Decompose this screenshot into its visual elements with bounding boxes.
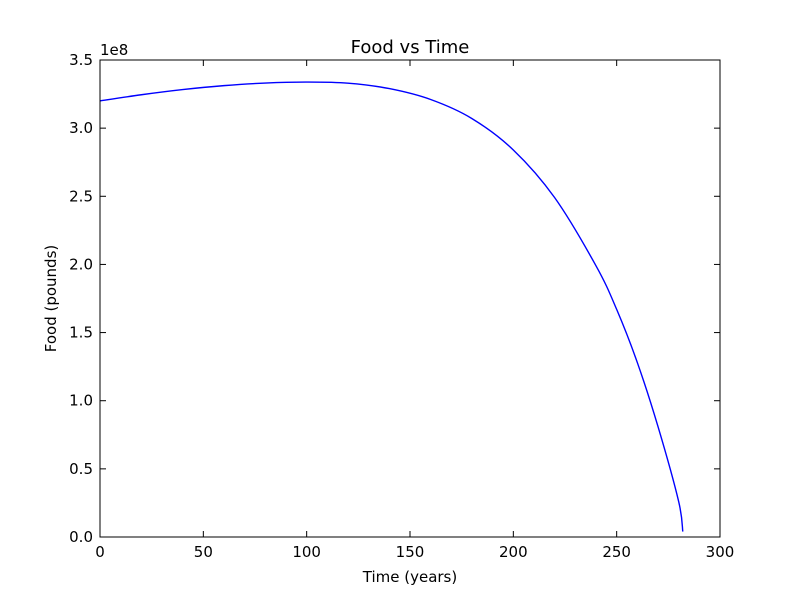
y-axis-label: Food (pounds) — [42, 245, 60, 353]
y-tick-label: 3.0 — [69, 119, 93, 137]
y-tick-label: 0.0 — [69, 528, 93, 546]
y-tick-label: 2.5 — [69, 187, 93, 205]
x-tick-label: 250 — [602, 543, 631, 561]
y-tick-label: 3.5 — [69, 51, 93, 69]
y-tick-label: 0.5 — [69, 460, 93, 478]
x-tick-label: 100 — [292, 543, 321, 561]
x-tick-label: 0 — [95, 543, 105, 561]
axis-ticks: 0 50 100 150 200 250 300 0.0 0.5 1.0 1.5 2.0 2.5 3.0 3… — [69, 51, 734, 561]
series-line-0 — [99, 81, 684, 532]
y-tick-label: 1.5 — [69, 324, 93, 342]
plot-frame — [99, 59, 721, 538]
y-tick-label: 2.0 — [69, 255, 93, 273]
x-tick-label: 150 — [396, 543, 425, 561]
y-tick-label: 1.0 — [69, 392, 93, 410]
x-tick-label: 50 — [194, 543, 213, 561]
x-axis-label: Time (years) — [362, 568, 457, 586]
x-tick-label: 200 — [499, 543, 528, 561]
y-offset-label: 1e8 — [100, 41, 128, 59]
plot-area — [99, 81, 684, 532]
chart-title: Food vs Time — [351, 37, 470, 58]
x-tick-label: 300 — [706, 543, 735, 561]
